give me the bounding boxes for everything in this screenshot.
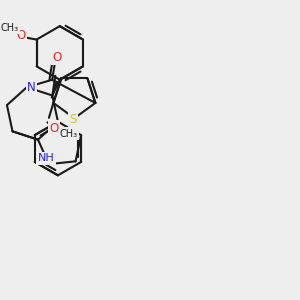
- Text: NH: NH: [38, 153, 54, 163]
- Text: S: S: [69, 113, 76, 126]
- Text: CH₃: CH₃: [60, 128, 78, 139]
- Text: CH₃: CH₃: [1, 23, 19, 33]
- Text: O: O: [52, 51, 61, 64]
- Text: N: N: [27, 81, 36, 94]
- Text: O: O: [50, 122, 58, 135]
- Text: O: O: [16, 28, 26, 42]
